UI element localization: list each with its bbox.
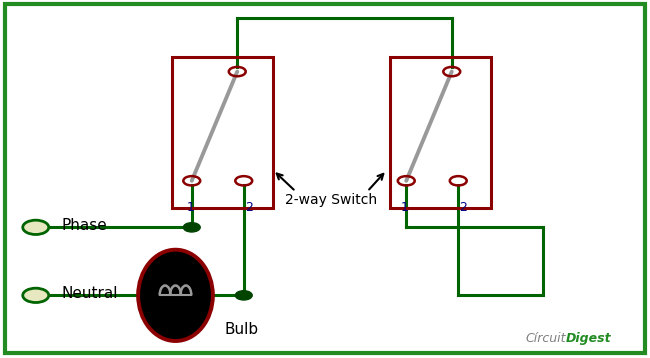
Text: 2: 2 xyxy=(460,201,467,214)
Text: 2: 2 xyxy=(245,201,253,214)
Text: 2-way Switch: 2-way Switch xyxy=(285,193,378,208)
Bar xyxy=(172,57,273,208)
Circle shape xyxy=(235,291,252,300)
Text: Digest: Digest xyxy=(566,332,611,345)
Text: Neutral: Neutral xyxy=(62,286,118,301)
Text: Phase: Phase xyxy=(62,218,107,233)
Text: 1: 1 xyxy=(401,201,409,214)
Circle shape xyxy=(23,288,49,303)
Circle shape xyxy=(23,220,49,234)
Text: Bulb: Bulb xyxy=(224,322,259,337)
Circle shape xyxy=(183,223,200,232)
Text: Círcuit: Círcuit xyxy=(525,332,566,345)
Bar xyxy=(390,57,491,208)
Ellipse shape xyxy=(138,250,213,341)
Text: 1: 1 xyxy=(187,201,194,214)
